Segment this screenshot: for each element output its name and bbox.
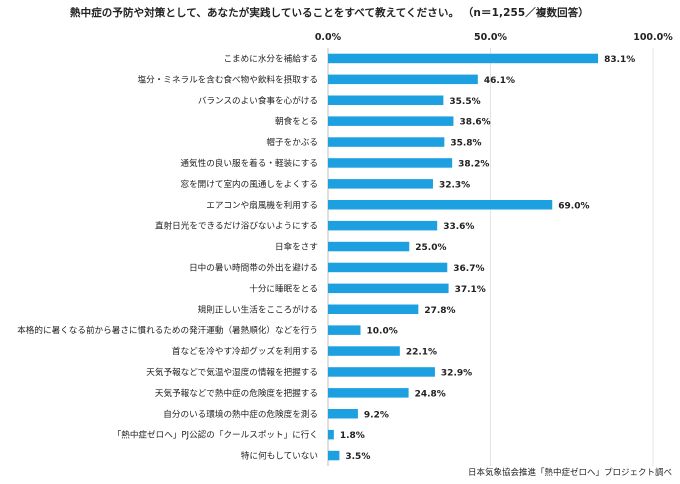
category-label: 自分のいる環境の熱中症の危険度を測る [163, 408, 318, 420]
value-label: 33.6% [443, 222, 474, 232]
bar [328, 325, 361, 335]
bar [328, 200, 553, 210]
chart-title: 熱中症の予防や対策として、あなたが実践していることをすべて教えてください。 （n… [70, 7, 589, 19]
category-label: 朝食をとる [275, 115, 318, 127]
bar [328, 158, 453, 168]
bar [328, 450, 340, 461]
category-label: 日中の暑い時間帯の外出を避ける [189, 261, 318, 273]
category-label: 帽子をかぶる [266, 136, 318, 148]
value-label: 22.1% [406, 348, 437, 358]
category-labels: こまめに水分を補給する塩分・ミネラルを含む食べ物や飲料を摂取するバランスのよい食… [17, 52, 318, 461]
bar [328, 53, 599, 64]
x-tick-label: 100.0% [633, 32, 673, 43]
bars [328, 53, 599, 461]
bar [328, 388, 409, 398]
category-label: エアコンや扇風機を利用する [206, 199, 318, 211]
value-label: 1.8% [340, 431, 365, 441]
x-axis-ticks: 0.0% 50.0% 100.0% [315, 32, 673, 43]
value-label: 35.8% [450, 139, 481, 149]
category-label: 日傘をさす [275, 241, 318, 253]
value-label: 32.3% [439, 180, 470, 190]
category-label: 首などを冷やす冷却グッズを利用する [172, 345, 318, 357]
bar [328, 137, 445, 147]
value-label: 27.8% [424, 306, 455, 316]
category-label: 天気予報などで熱中症の危険度を把握する [155, 387, 318, 399]
bar [328, 116, 454, 126]
category-label: 窓を開けて室内の風通しをよくする [180, 178, 318, 190]
value-label: 37.1% [455, 285, 486, 295]
value-label: 69.0% [558, 201, 589, 211]
category-label: 十分に睡眠をとる [249, 282, 318, 294]
bar [328, 179, 433, 189]
value-label: 38.2% [458, 159, 489, 169]
grid-lines [327, 48, 654, 466]
value-label: 35.5% [449, 97, 480, 107]
bar [328, 241, 410, 252]
bar [328, 304, 419, 314]
category-label: 特に何もしていない [241, 450, 318, 462]
category-label: バランスのよい食事を心がける [198, 94, 318, 106]
category-label: 直射日光をできるだけ浴びないようにする [155, 220, 318, 232]
value-label: 10.0% [367, 327, 398, 337]
bar [328, 429, 334, 440]
bar [328, 220, 438, 231]
bar [328, 283, 449, 294]
bar [328, 262, 448, 273]
source-note: 日本気象協会推進「熱中症ゼロへ」プロジェクト調べ [467, 468, 672, 478]
value-labels: 83.1% 46.1% 35.5% 38.6% 35.8% 38.2% 32.3% 69.0%… [340, 55, 635, 462]
category-label: 塩分・ミネラルを含む食べ物や飲料を摂取する [138, 73, 318, 85]
category-label: 天気予報などで気温や湿度の情報を把握する [146, 366, 318, 378]
value-label: 24.8% [415, 389, 446, 399]
value-label: 46.1% [484, 76, 515, 86]
value-label: 9.2% [364, 410, 389, 420]
value-label: 38.6% [459, 118, 490, 128]
bar [328, 367, 435, 377]
bar [328, 95, 444, 105]
category-label: こまめに水分を補給する [223, 52, 318, 64]
x-tick-label: 50.0% [474, 32, 507, 43]
value-label: 3.5% [345, 452, 370, 462]
bar [328, 346, 400, 356]
value-label: 83.1% [604, 55, 635, 65]
value-label: 32.9% [441, 368, 472, 378]
bar [328, 74, 478, 85]
value-label: 25.0% [415, 243, 446, 253]
category-label: 「熱中症ゼロへ」PJ公認の「クールスポット」に行く [113, 429, 318, 441]
bar [328, 409, 358, 419]
category-label: 規則正しい生活をこころがける [198, 303, 318, 315]
category-label: 本格的に暑くなる前から暑さに慣れるための発汗運動（暑熱順化）などを行う [17, 324, 318, 336]
x-tick-label: 0.0% [315, 32, 342, 43]
value-label: 36.7% [453, 264, 484, 274]
category-label: 通気性の良い服を着る・軽装にする [180, 157, 318, 169]
